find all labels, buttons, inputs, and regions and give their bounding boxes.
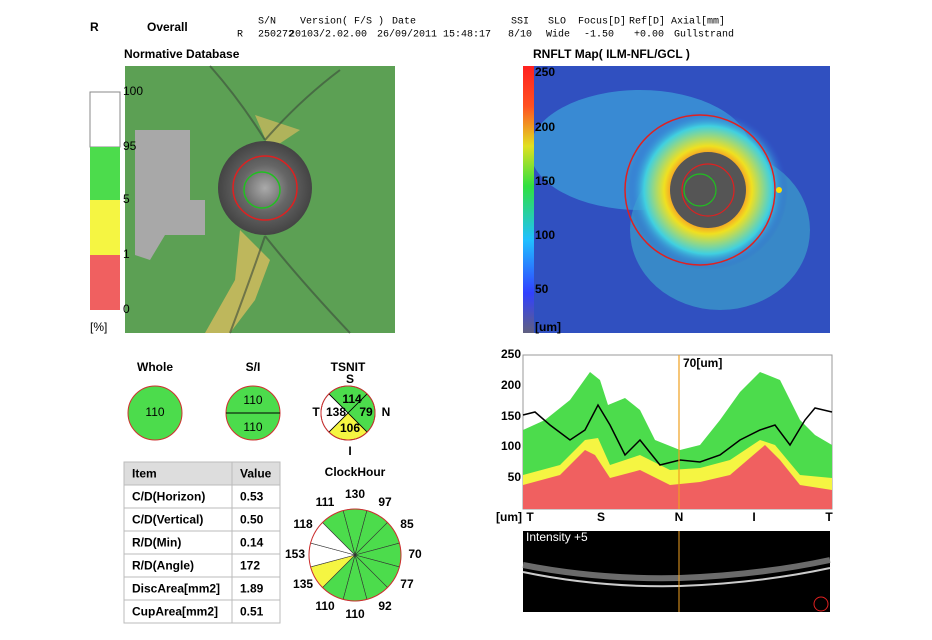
y-tick-label: 200 [501, 378, 521, 392]
clock-value: 77 [400, 577, 414, 591]
y-tick-label: 250 [501, 347, 521, 361]
quadrant-label: I [348, 444, 351, 458]
header: R Overall R [90, 20, 243, 40]
scale-unit: [%] [90, 320, 107, 334]
x-tick-label: S [597, 510, 605, 524]
quadrant-label: N [382, 405, 391, 419]
scale-label: 100 [123, 84, 143, 98]
x-tick-label: N [675, 510, 684, 524]
clock-value: 110 [345, 607, 365, 621]
table-text: 0.53 [240, 490, 264, 504]
tsnit-outline [320, 385, 376, 441]
bscan-label: Intensity +5 [526, 530, 588, 544]
thickness-map [523, 66, 830, 333]
clock-value: 153 [285, 547, 305, 561]
field-label: SLO [548, 17, 566, 28]
row-eye: R [237, 30, 243, 41]
table-text: R/D(Angle) [132, 559, 194, 573]
scale-label: 50 [535, 282, 549, 296]
table-cell [231, 599, 281, 624]
scale-label: 1 [123, 247, 130, 261]
field-label: Ref[D] [629, 16, 665, 28]
table-text: C/D(Vertical) [132, 513, 203, 527]
fundus-image [125, 65, 395, 334]
field-value: -1.50 [584, 30, 614, 41]
field-value: +0.00 [634, 30, 664, 41]
x-tick-label: T [526, 510, 534, 524]
clock-value: 130 [345, 487, 365, 501]
field-value: 26/09/2011 15:48:17 [377, 29, 491, 41]
circle-label: S/I [246, 360, 261, 374]
table-text: R/D(Min) [132, 536, 181, 550]
field-label: Date [392, 17, 416, 28]
quadrant-label: S [346, 372, 354, 386]
si-value: 110 [243, 393, 262, 407]
x-tick-label: T [825, 510, 833, 524]
table-text: Item [132, 467, 157, 481]
quadrant-label: T [312, 405, 320, 419]
field-value: Gullstrand [674, 29, 734, 41]
normative-scale [89, 91, 121, 310]
tsnit-value: 138 [326, 405, 346, 419]
table-text: C/D(Horizon) [132, 490, 205, 504]
tsnit-value: 79 [359, 405, 373, 419]
whole-circle [127, 385, 183, 441]
whole-value: 110 [145, 405, 164, 419]
field-value: 20103/2.02.00 [289, 29, 367, 41]
scan-type: Overall [147, 20, 188, 34]
field-label: S/N [258, 16, 276, 28]
scale-unit: [um] [535, 320, 561, 334]
tsnit-value: 114 [342, 392, 362, 406]
si-value: 110 [243, 420, 262, 434]
field-label: Version( F/S ) [300, 16, 384, 28]
tsnit-value: 106 [340, 421, 360, 435]
table-text: 1.89 [240, 582, 264, 596]
scale-label: 200 [535, 120, 555, 134]
scale-label: 150 [535, 174, 555, 188]
field-value: Wide [546, 29, 570, 41]
scale-label: 95 [123, 139, 137, 153]
y-tick-label: 150 [501, 409, 521, 423]
axis-unit: [um] [496, 510, 522, 524]
circle-label: Whole [137, 360, 173, 374]
clock-value: 70 [408, 547, 422, 561]
x-tick-label: I [752, 510, 755, 524]
y-tick-label: 100 [501, 439, 521, 453]
field-label: Axial[mm] [671, 16, 725, 28]
cursor-label: 70[um] [683, 356, 722, 370]
clock-value: 92 [378, 599, 392, 613]
table-text: 0.50 [240, 513, 264, 527]
scale-label: 250 [535, 65, 555, 79]
clock-value: 118 [293, 517, 313, 531]
clock-value: 135 [293, 577, 313, 591]
y-tick-label: 50 [508, 470, 522, 484]
field-value: 8/10 [508, 29, 532, 41]
table-text: CupArea[mm2] [132, 605, 218, 619]
clock-value: 111 [316, 495, 335, 509]
clock-value: 110 [315, 599, 335, 613]
field-value: 250272 [258, 30, 294, 41]
scale-label: 5 [123, 192, 130, 206]
field-label: SSI [511, 17, 529, 28]
bscan-image [522, 531, 831, 612]
scale-label: 100 [535, 228, 555, 242]
eye: R [90, 20, 99, 34]
panel-title: Normative Database [124, 47, 240, 61]
tsnit-graph [522, 354, 833, 510]
table-text: 172 [240, 559, 260, 573]
clock-value: 85 [400, 517, 414, 531]
table-text: 0.51 [240, 605, 264, 619]
table-text: Value [240, 467, 272, 481]
scale-label: 0 [123, 302, 130, 316]
table-text: DiscArea[mm2] [132, 582, 220, 596]
clock-value: 97 [378, 495, 392, 509]
clock-title: ClockHour [325, 465, 386, 479]
field-label: Focus[D] [578, 16, 626, 28]
panel-title: RNFLT Map( ILM-NFL/GCL ) [533, 47, 690, 61]
table-text: 0.14 [240, 536, 264, 550]
circle-label: TSNIT [331, 360, 366, 374]
clock-outline [308, 508, 402, 602]
